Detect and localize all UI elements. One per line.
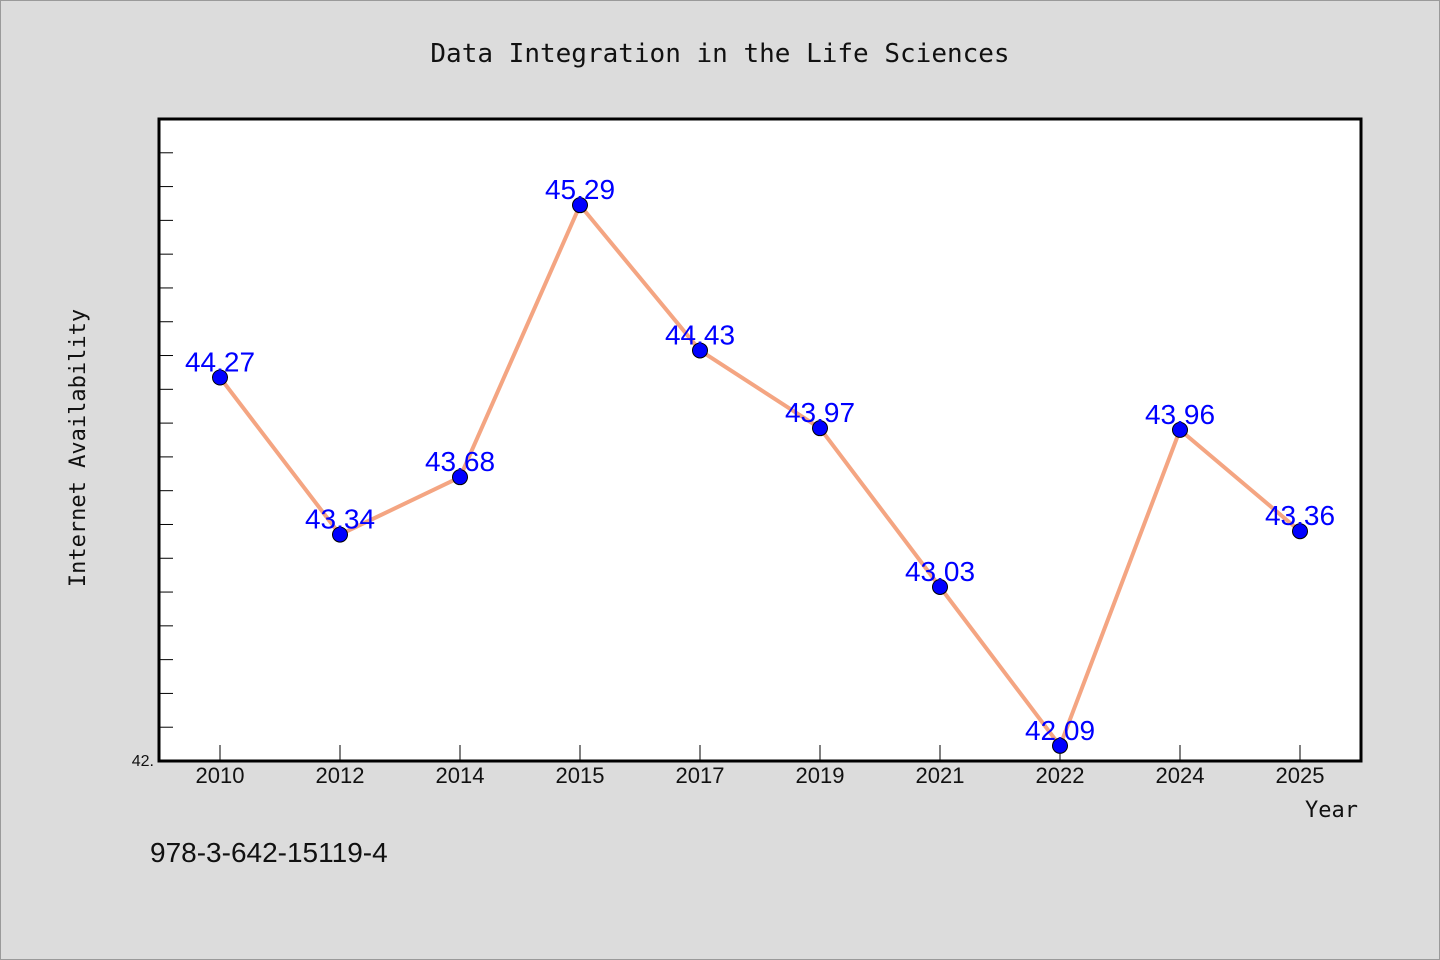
series-markers-group — [212, 197, 1308, 754]
x-tick-label: 2015 — [556, 763, 605, 788]
chart-title: Data Integration in the Life Sciences — [430, 39, 1009, 69]
plot-area — [157, 117, 1363, 763]
data-label: 42.09 — [1025, 715, 1095, 746]
x-tick-label: 2019 — [796, 763, 845, 788]
data-point — [692, 342, 708, 359]
data-point — [1292, 523, 1308, 540]
data-label: 45.29 — [545, 174, 615, 205]
y-tick-label: 42. — [132, 753, 154, 770]
data-label: 43.03 — [905, 556, 975, 587]
x-tick-label: 2024 — [1156, 763, 1205, 788]
x-tick-label: 2025 — [1276, 763, 1325, 788]
data-point — [812, 420, 828, 437]
x-tick-label: 2012 — [316, 763, 365, 788]
data-label: 43.68 — [425, 446, 495, 477]
data-point — [1052, 737, 1068, 754]
y-axis-title: Internet Availability — [66, 309, 91, 587]
data-point — [572, 197, 588, 214]
x-tick-label: 2017 — [676, 763, 725, 788]
x-axis-title: Year — [1305, 798, 1358, 823]
series-line — [218, 203, 1302, 748]
x-tick-label: 2021 — [916, 763, 965, 788]
data-point — [452, 469, 468, 486]
y-axis-ticks — [159, 152, 173, 728]
data-label: 43.96 — [1145, 399, 1215, 430]
data-point — [1172, 421, 1188, 438]
data-label: 44.43 — [665, 319, 735, 350]
data-label: 43.36 — [1265, 500, 1335, 531]
isbn-footer: 978-3-642-15119-4 — [150, 837, 388, 868]
data-point — [332, 526, 348, 543]
data-point — [212, 369, 228, 386]
x-tick-label: 2010 — [196, 763, 245, 788]
data-label: 44.27 — [185, 346, 255, 377]
x-tick-label: 2014 — [436, 763, 485, 788]
data-label: 43.97 — [785, 397, 855, 428]
x-tick-label: 2022 — [1036, 763, 1085, 788]
x-axis-tick-labels: 2010 2012 2014 2015 2017 2019 2021 2022 2024 2025 — [196, 763, 1325, 788]
data-label: 43.34 — [305, 504, 375, 535]
series-line-group — [218, 203, 1302, 748]
data-point — [932, 578, 948, 595]
data-labels-group: 44.27 43.34 43.68 45.29 44.43 43.97 43.03 42.09… — [185, 174, 1335, 746]
